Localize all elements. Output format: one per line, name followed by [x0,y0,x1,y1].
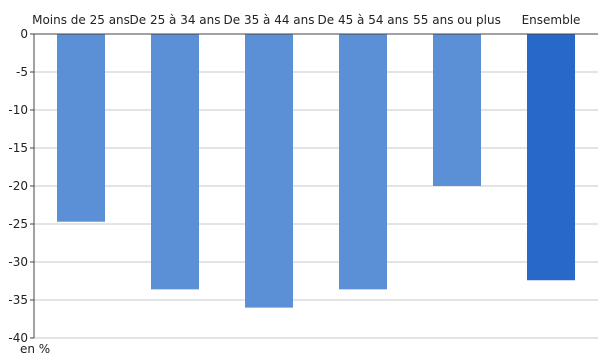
category-label: De 35 à 44 ans [224,13,315,27]
bar [433,34,481,186]
axes [33,33,598,338]
y-tick-label: -40 [8,331,28,345]
unit-label: en % [20,342,50,356]
y-tick-label: -5 [16,65,28,79]
bar [151,34,199,290]
bar [57,34,105,222]
y-tick-label: -10 [8,103,28,117]
category-labels: Moins de 25 ans De 25 à 34 ans De 35 à 44 … [32,13,580,27]
y-tick-label: 0 [20,27,28,41]
category-label: 55 ans ou plus [413,13,501,27]
category-label: De 25 à 34 ans [130,13,221,27]
category-label: Ensemble [522,13,581,27]
grid-lines [30,33,598,339]
bars [57,34,575,308]
y-tick-label: -35 [8,293,28,307]
y-tick-label: -20 [8,179,28,193]
y-tick-label: -30 [8,255,28,269]
category-label: Moins de 25 ans [32,13,130,27]
y-tick-label: -25 [8,217,28,231]
bar [527,34,575,281]
bar [245,34,293,308]
bar [339,34,387,290]
y-tick-labels: 0 -5 -10 -15 -20 -25 -30 -35 -40 [8,27,28,345]
category-label: De 45 à 54 ans [318,13,409,27]
y-tick-label: -15 [8,141,28,155]
